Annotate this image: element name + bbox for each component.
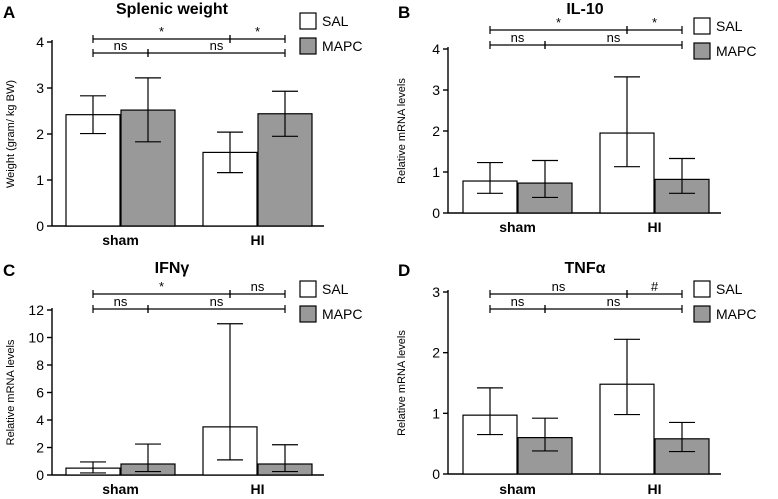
legend-swatch-sal [693, 17, 711, 35]
significance-label: ns [511, 294, 525, 309]
significance-bracket: * [626, 15, 683, 34]
significance-label: ns [114, 294, 128, 309]
y-tick-label: 2 [36, 126, 44, 142]
significance-label: * [159, 24, 164, 39]
significance-bracket: ns [147, 38, 286, 57]
y-tick-label: 6 [36, 385, 44, 401]
significance-label: * [652, 15, 657, 30]
y-tick-label: 4 [36, 412, 44, 428]
y-tick-label: 2 [432, 123, 440, 139]
significance-bracket: # [626, 279, 683, 298]
y-axis-label: Weight (gram/ kg BW) [5, 80, 17, 188]
significance-label: ns [114, 38, 128, 53]
significance-label: # [651, 279, 659, 294]
significance-bracket: ns [544, 30, 683, 49]
y-tick-label: 10 [28, 330, 44, 346]
significance-bracket: ns [489, 30, 546, 49]
x-category-label: sham [102, 481, 139, 497]
significance-label: ns [210, 294, 224, 309]
x-category-label: sham [499, 219, 536, 235]
y-tick-label: 3 [36, 80, 44, 96]
panel-b: B IL-10 Relative mRNA levels 0 1 2 3 4 sham HI * * n… [396, 1, 756, 235]
significance-label: ns [607, 294, 621, 309]
y-tick-label: 2 [432, 345, 440, 361]
legend-swatch-mapc [693, 42, 711, 60]
y-tick-label: 0 [432, 466, 440, 482]
chart-title: IFNγ [155, 260, 190, 277]
x-category-label: sham [102, 232, 139, 248]
legend-swatch-mapc [299, 305, 317, 323]
x-category-label: HI [251, 232, 265, 248]
legend-swatch-sal [299, 280, 317, 298]
panel-c: C IFNγ Relative mRNA levels 0 2 4 6 8 10 12 sham HI… [3, 260, 362, 497]
x-category-label: HI [648, 481, 662, 497]
chart-title: IL-10 [566, 1, 603, 18]
y-tick-label: 0 [36, 467, 44, 483]
legend-label: MAPC [716, 306, 756, 322]
chart-title: Splenic weight [116, 1, 229, 18]
significance-label: * [255, 24, 260, 39]
chart-title: TNFα [565, 260, 606, 277]
legend-label: MAPC [716, 43, 756, 59]
significance-bracket: ns [92, 38, 149, 57]
panel-letter: D [398, 261, 410, 280]
y-tick-label: 12 [28, 302, 44, 318]
significance-bracket: ns [147, 294, 286, 313]
y-axis-label: Relative mRNA levels [396, 78, 408, 184]
x-category-label: HI [648, 219, 662, 235]
y-tick-label: 1 [432, 405, 440, 421]
significance-label: ns [607, 30, 621, 45]
significance-bracket: ns [544, 294, 683, 313]
significance-label: ns [210, 38, 224, 53]
panel-letter: C [3, 261, 15, 280]
legend-label: MAPC [322, 38, 362, 54]
panel-d: D TNFα Relative mRNA levels 0 1 2 3 sham HI ns # ns… [396, 260, 756, 497]
y-tick-label: 3 [432, 82, 440, 98]
y-axis-label: Relative mRNA levels [5, 339, 17, 445]
legend-label: SAL [322, 281, 349, 297]
y-tick-label: 0 [432, 205, 440, 221]
y-tick-label: 0 [36, 218, 44, 234]
legend-swatch-mapc [693, 305, 711, 323]
y-tick-label: 3 [432, 284, 440, 300]
significance-bracket: * [229, 24, 286, 43]
significance-label: ns [552, 279, 566, 294]
significance-label: ns [511, 30, 525, 45]
legend-swatch-sal [693, 280, 711, 298]
panel-letter: A [3, 3, 15, 22]
x-category-label: sham [499, 481, 536, 497]
significance-label: * [556, 15, 561, 30]
y-tick-label: 4 [36, 34, 44, 50]
y-axis-label: Relative mRNA levels [396, 330, 408, 436]
legend-label: SAL [322, 13, 349, 29]
legend-label: SAL [716, 18, 743, 34]
y-tick-label: 4 [432, 41, 440, 57]
legend-label: MAPC [322, 306, 362, 322]
significance-bracket: ns [229, 279, 286, 298]
legend-swatch-sal [299, 12, 317, 30]
y-tick-label: 2 [36, 440, 44, 456]
significance-label: * [159, 279, 164, 294]
y-tick-label: 8 [36, 357, 44, 373]
significance-label: ns [251, 279, 265, 294]
panel-a: A Splenic weight Weight (gram/ kg BW) 0 1 2 3 4… [3, 1, 362, 248]
y-tick-label: 1 [36, 172, 44, 188]
legend-swatch-mapc [299, 37, 317, 55]
panel-letter: B [398, 3, 410, 22]
significance-bracket: ns [489, 294, 546, 313]
x-category-label: HI [251, 481, 265, 497]
legend-label: SAL [716, 281, 743, 297]
y-tick-label: 1 [432, 164, 440, 180]
significance-bracket: ns [92, 294, 149, 313]
